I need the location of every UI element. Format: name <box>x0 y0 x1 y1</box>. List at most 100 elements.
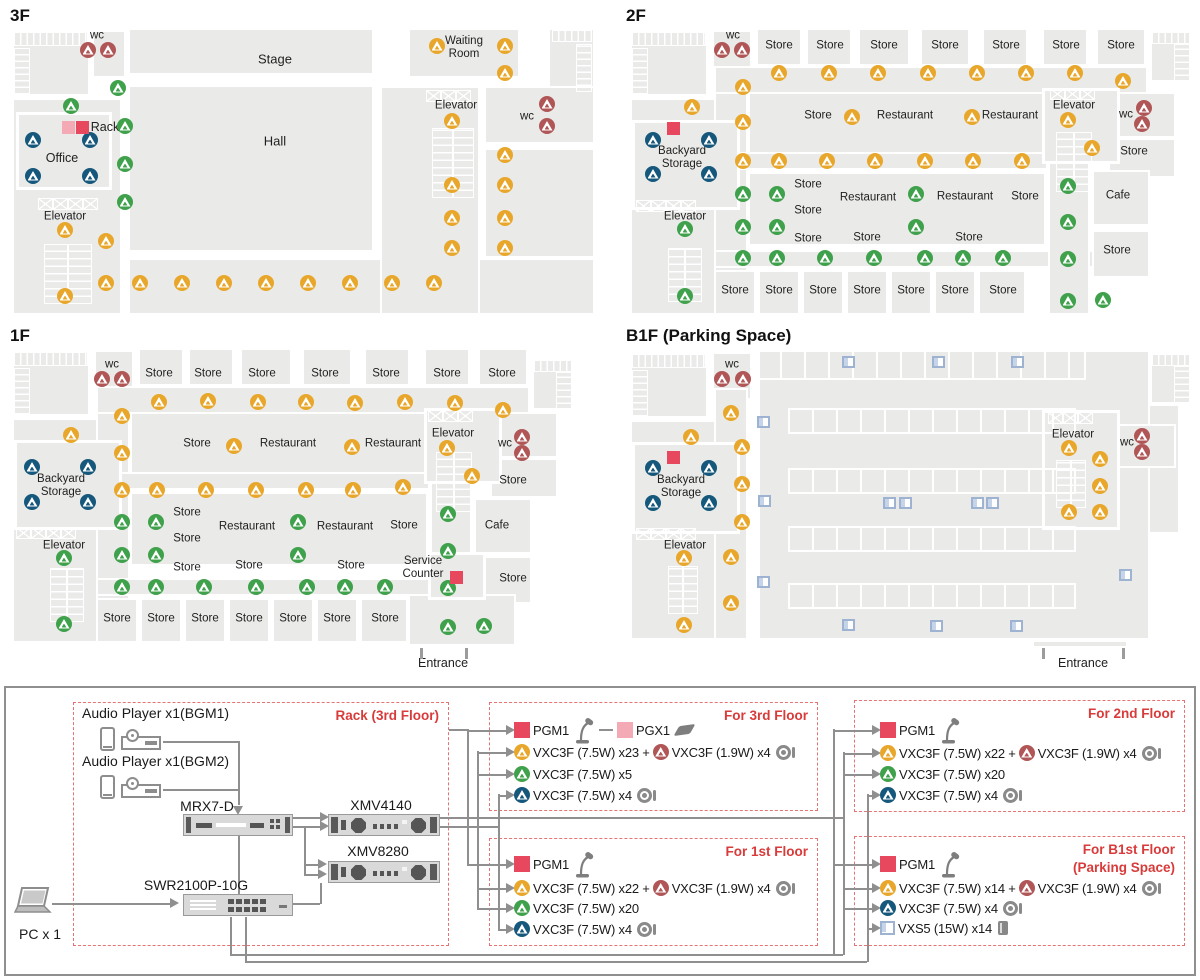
ceiling-speaker-icon <box>775 744 795 760</box>
elevator-icon <box>681 200 696 212</box>
wire <box>304 864 320 866</box>
stairs-icon <box>576 44 592 92</box>
ceiling-speaker-icon <box>775 880 795 896</box>
vxc3f-yellow-speaker-icon <box>439 440 455 456</box>
vxc3f-yellow-speaker-icon <box>495 402 511 418</box>
vxc3f-yellow-speaker-icon <box>98 275 114 291</box>
stairs-icon <box>14 368 30 414</box>
arrowhead-icon <box>872 903 886 913</box>
vxc3f-blue-speaker-icon <box>24 459 40 475</box>
parking-stalls <box>788 583 1076 609</box>
zone-row-label: VXS5 (15W) x14 <box>898 920 993 936</box>
vxc3f-yellow-speaker-icon <box>1061 504 1077 520</box>
vxc3f-yellow-speaker-icon <box>114 482 130 498</box>
entrance-tick <box>1042 648 1045 659</box>
smartphone-icon <box>100 775 115 799</box>
device-xmv8280 <box>328 861 440 883</box>
pgm1-marker <box>666 121 680 135</box>
room-label: wc <box>725 29 741 42</box>
room-label: Restaurant <box>364 437 422 450</box>
elevator-icon <box>441 90 456 102</box>
elevator-icon <box>636 528 651 540</box>
room-label: Store <box>897 284 925 297</box>
zone-row-label: VXC3F (1.9W) x4 <box>671 880 771 896</box>
vxc3f-yellow-speaker-icon <box>384 275 400 291</box>
ceiling-speaker-icon <box>636 921 656 937</box>
room-label: Backyard Storage <box>37 472 85 498</box>
vxc3f-red-speaker-icon <box>514 429 530 445</box>
vxc3f-green-speaker-icon <box>908 219 924 235</box>
room-label: Store <box>371 612 399 625</box>
vxc3f-green-speaker-icon <box>514 766 530 782</box>
room <box>846 270 888 315</box>
vxc3f-yellow-speaker-icon <box>819 153 835 169</box>
room-label: Elevator <box>431 427 475 440</box>
room-label: Cafe <box>1105 189 1131 202</box>
vxc3f-yellow-speaker-icon <box>735 153 751 169</box>
arrowhead-icon <box>318 859 332 869</box>
zone-row: VXC3F (7.5W) x20 <box>514 897 639 919</box>
wire <box>467 729 469 865</box>
zone-box <box>489 838 818 946</box>
room-label: Store <box>173 532 201 545</box>
vxc3f-green-speaker-icon <box>337 579 353 595</box>
vxc3f-green-speaker-icon <box>440 580 456 596</box>
vxc3f-yellow-speaker-icon <box>771 65 787 81</box>
arrowhead-icon <box>233 806 243 820</box>
wire <box>498 795 508 797</box>
ceiling-speaker-icon <box>1141 880 1161 896</box>
wire <box>230 954 843 956</box>
vxc3f-green-speaker-icon <box>817 250 833 266</box>
room-label: Store <box>804 109 832 122</box>
vxc3f-green-speaker-icon <box>290 547 306 563</box>
room <box>360 598 408 643</box>
wire <box>440 817 843 819</box>
stairs-icon <box>14 32 88 46</box>
room <box>474 498 532 554</box>
room <box>484 148 595 258</box>
room-label: Backyard Storage <box>657 473 705 499</box>
vxc3f-yellow-speaker-icon <box>734 514 750 530</box>
vxc3f-red-speaker-icon <box>514 445 530 461</box>
vxc3f-green-speaker-icon <box>56 550 72 566</box>
room-label: Store <box>989 284 1017 297</box>
wire <box>843 774 874 776</box>
room <box>1032 640 1128 648</box>
zone-row-label: VXC3F (7.5W) x4 <box>899 787 998 803</box>
vxc3f-green-speaker-icon <box>148 514 164 530</box>
vxs5-speaker-icon <box>985 497 999 509</box>
vxc3f-yellow-speaker-icon <box>200 393 216 409</box>
vxc3f-blue-speaker-icon <box>82 132 98 148</box>
room <box>408 594 516 646</box>
wire <box>833 729 835 955</box>
vxc3f-green-speaker-icon <box>440 543 456 559</box>
zone-row-label: VXC3F (1.9W) x4 <box>1037 745 1137 761</box>
room-label: Restaurant <box>218 520 276 533</box>
stairs-icon <box>1152 32 1190 44</box>
zone-row: VXC3F (7.5W) x4 <box>514 784 656 806</box>
room-label: Store <box>248 367 276 380</box>
vxc3f-yellow-speaker-icon <box>771 153 787 169</box>
vxc3f-yellow-speaker-icon <box>57 288 73 304</box>
room-label: Entrance <box>1057 655 1109 670</box>
elevator-icon <box>83 198 98 210</box>
entrance-tick <box>465 648 468 659</box>
elevator-icon <box>681 528 696 540</box>
room-label: Store <box>1052 39 1080 52</box>
elevator-icon <box>1063 412 1078 424</box>
vxs5-speaker-icon <box>757 495 771 507</box>
room-label: Store <box>390 519 418 532</box>
zone-row-label: VXC3F (7.5W) x4 <box>533 921 632 937</box>
entrance-tick <box>1122 648 1125 659</box>
vxc3f-red-speaker-icon <box>100 42 116 58</box>
entrance-tick <box>420 648 423 659</box>
room <box>228 598 270 643</box>
room <box>272 598 314 643</box>
vxc3f-green-speaker-icon <box>677 288 693 304</box>
stairs-icon <box>556 372 572 410</box>
vxc3f-yellow-speaker-icon <box>684 99 700 115</box>
vxc3f-yellow-speaker-icon <box>426 275 442 291</box>
room-label: Store <box>721 284 749 297</box>
pgx1-marker <box>617 722 634 738</box>
room <box>858 28 910 66</box>
